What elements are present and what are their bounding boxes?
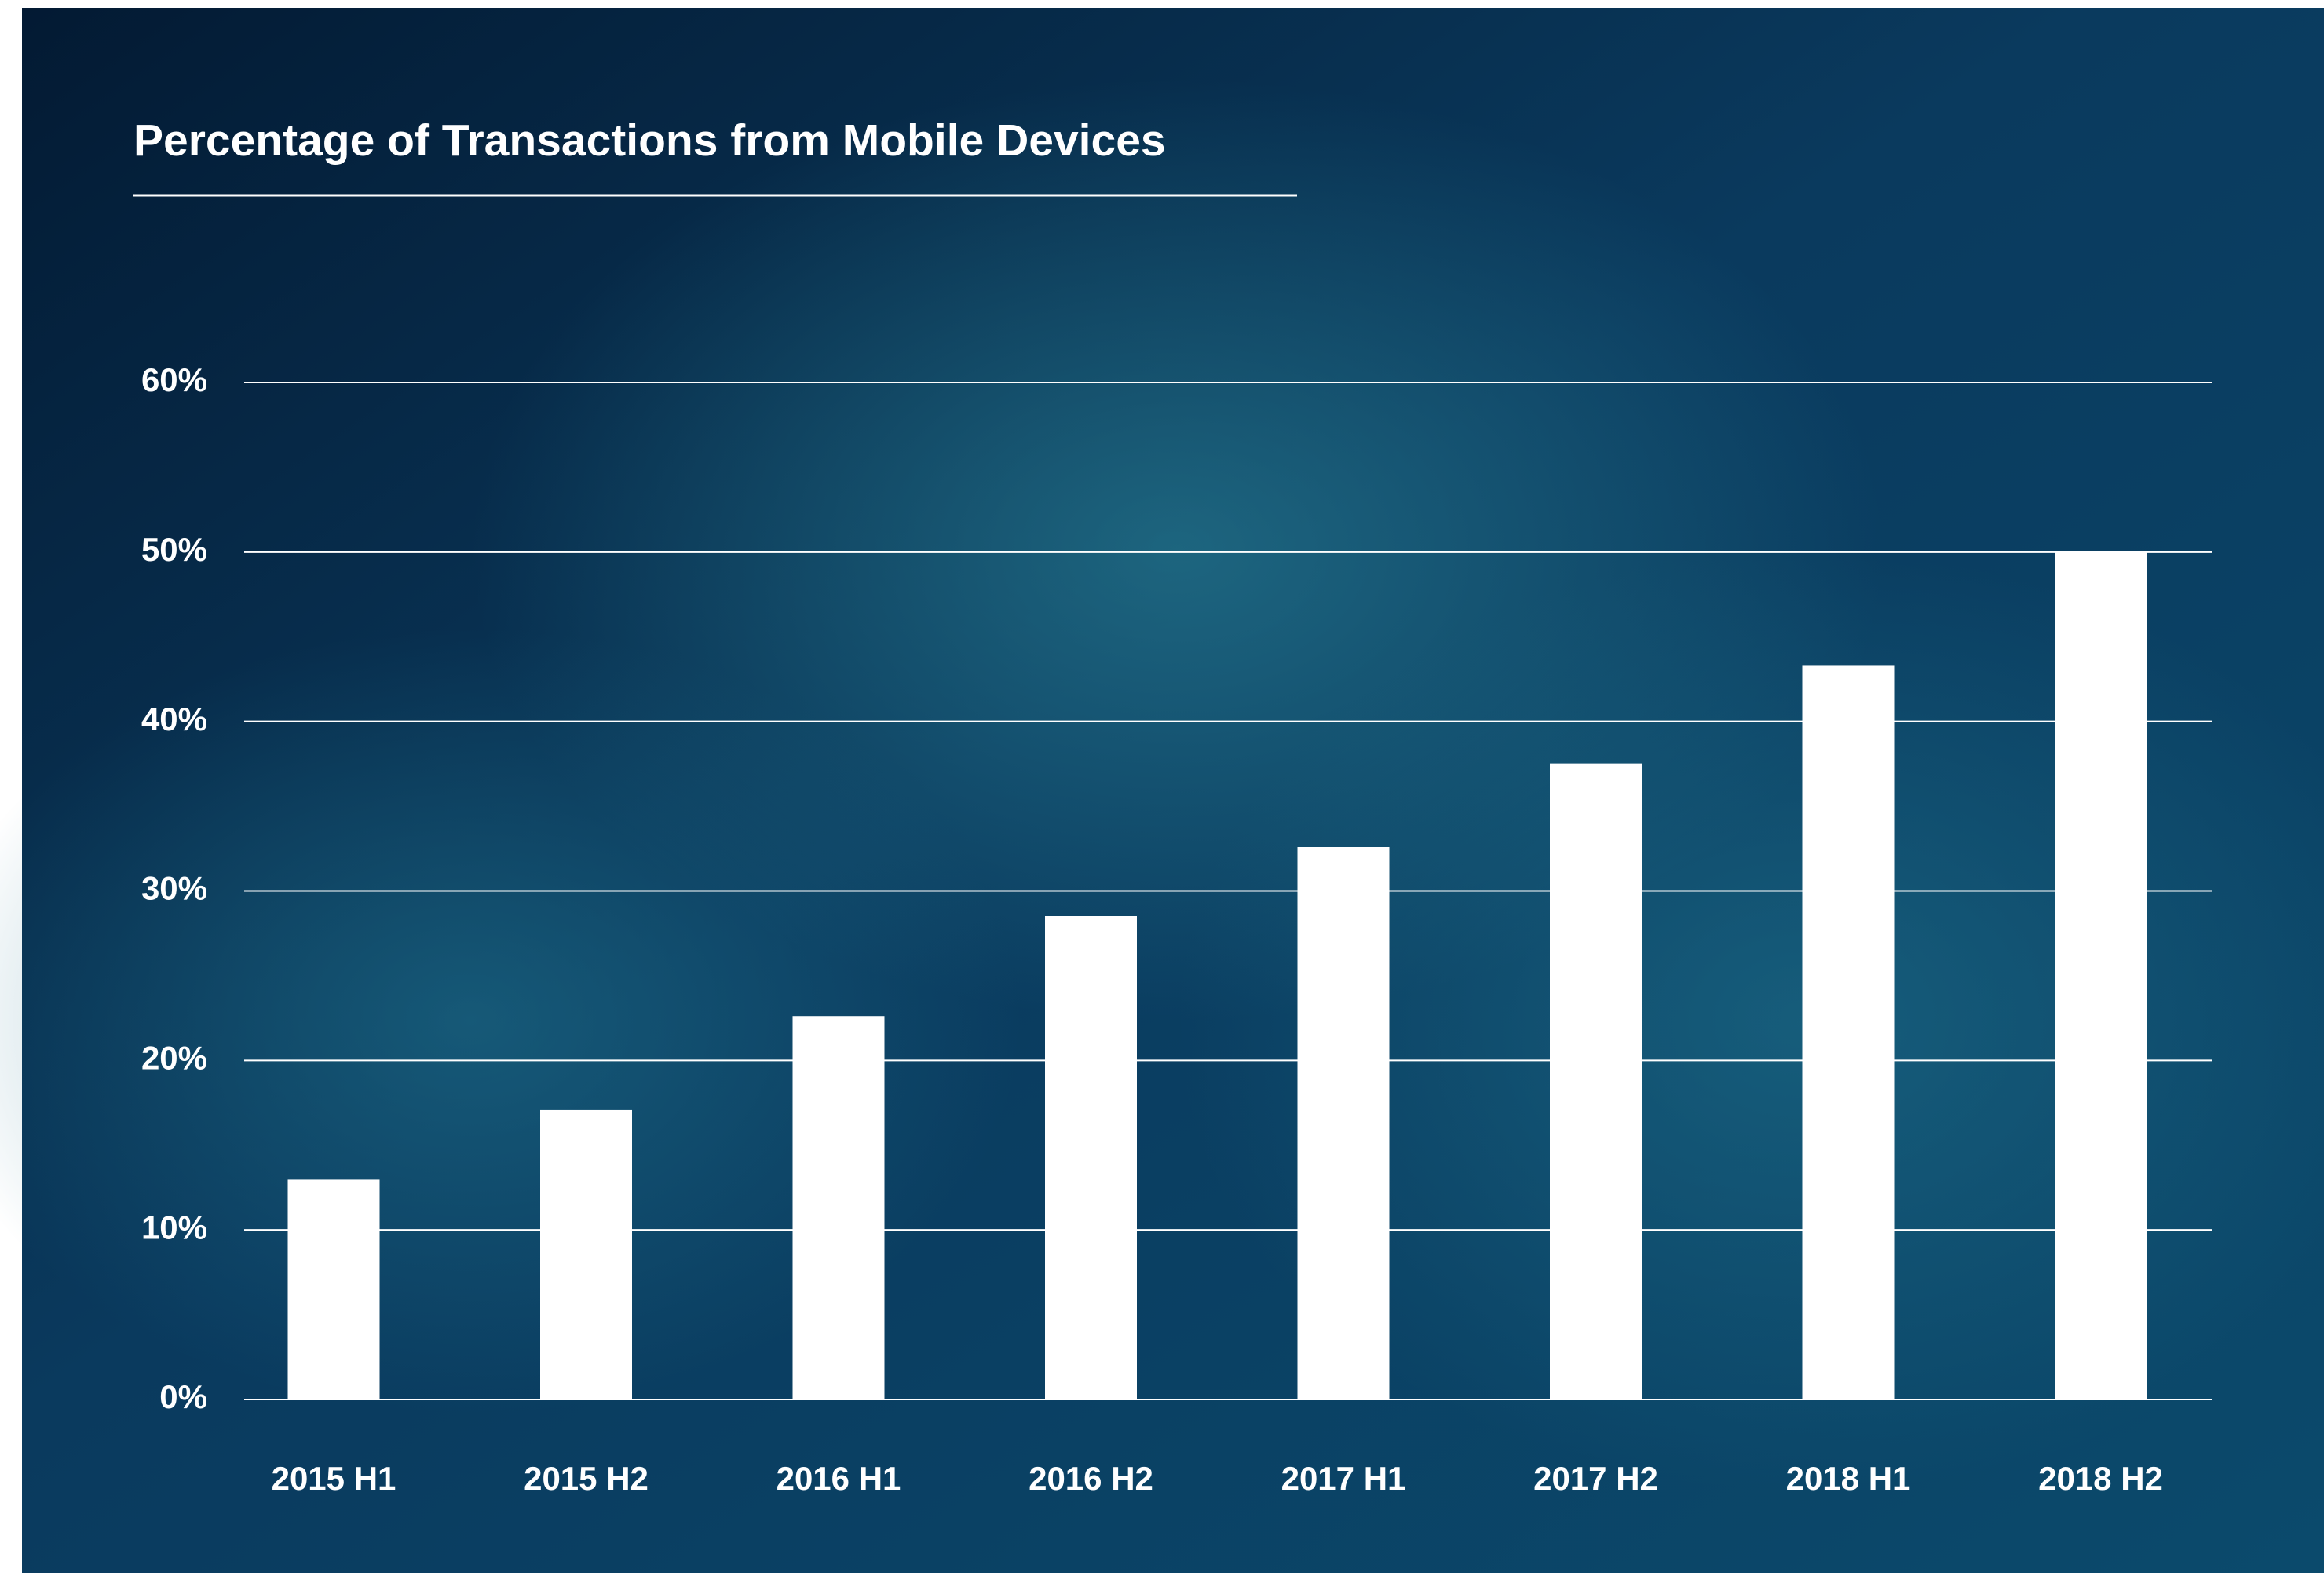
x-tick-label: 2017 H1 bbox=[1281, 1460, 1406, 1497]
x-tick-label: 2016 H1 bbox=[776, 1460, 901, 1497]
bar bbox=[288, 1179, 380, 1399]
bar bbox=[1045, 916, 1137, 1399]
x-tick-label: 2017 H2 bbox=[1533, 1460, 1658, 1497]
y-tick-label: 40% bbox=[141, 701, 207, 737]
bar bbox=[1298, 847, 1390, 1399]
y-tick-label: 50% bbox=[141, 531, 207, 568]
bar bbox=[540, 1110, 632, 1399]
x-tick-label: 2015 H1 bbox=[272, 1460, 396, 1497]
chart: Percentage of Transactions from Mobile D… bbox=[0, 0, 2324, 1573]
y-tick-label: 10% bbox=[141, 1209, 207, 1246]
x-tick-label: 2016 H2 bbox=[1029, 1460, 1153, 1497]
x-tick-label: 2018 H1 bbox=[1786, 1460, 1911, 1497]
x-tick-label: 2015 H2 bbox=[524, 1460, 649, 1497]
bar bbox=[1803, 665, 1895, 1399]
x-tick-label: 2018 H2 bbox=[2038, 1460, 2163, 1497]
y-tick-label: 20% bbox=[141, 1039, 207, 1076]
bar bbox=[1550, 764, 1642, 1399]
y-tick-label: 0% bbox=[159, 1378, 207, 1415]
y-tick-label: 60% bbox=[141, 361, 207, 398]
bar bbox=[2055, 552, 2147, 1399]
chart-title: Percentage of Transactions from Mobile D… bbox=[133, 115, 1166, 166]
y-tick-label: 30% bbox=[141, 870, 207, 907]
page: Percentage of Transactions from Mobile D… bbox=[0, 0, 2324, 1573]
bar bbox=[793, 1016, 885, 1399]
